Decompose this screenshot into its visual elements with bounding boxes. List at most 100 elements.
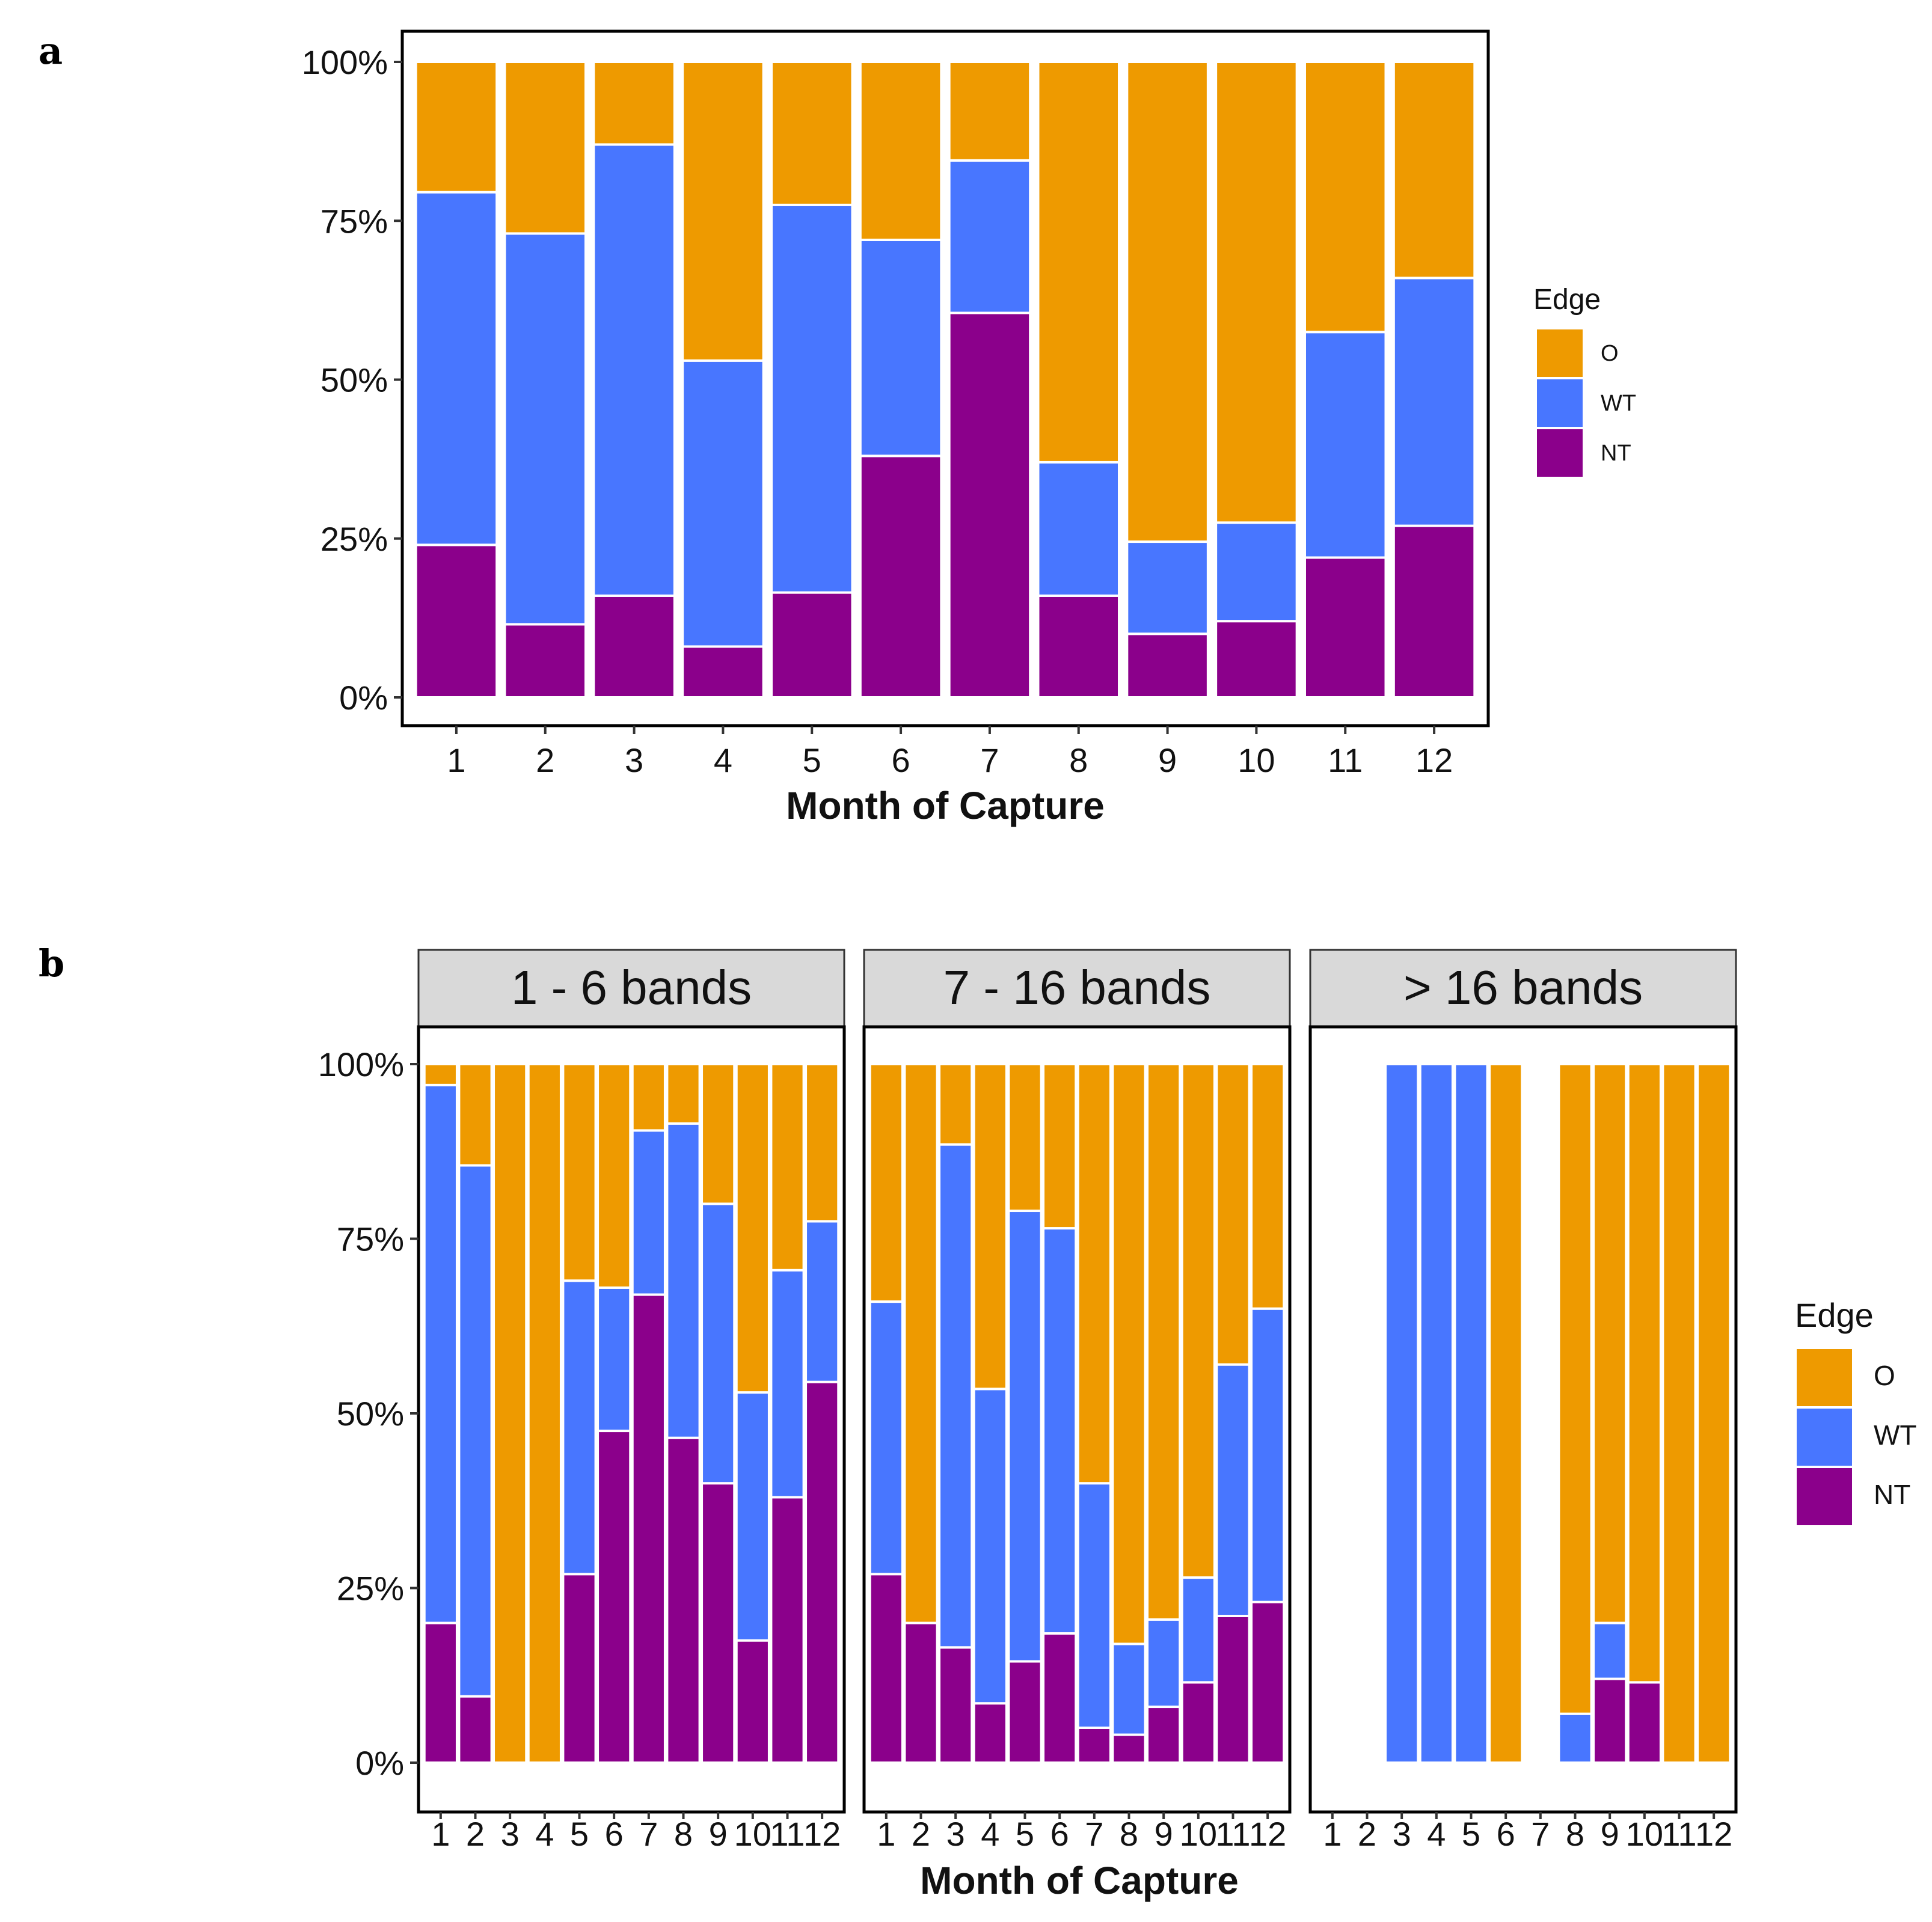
bar-b-facet-2-month-10-nt xyxy=(1180,1681,1216,1764)
bar-b-facet-2-month-3-nt xyxy=(938,1646,974,1764)
x-tick-label-a-7: 7 xyxy=(980,741,999,779)
bar-a-month-1-wt xyxy=(414,191,498,546)
y-tick-label-b-75: 75% xyxy=(337,1220,404,1258)
legend-swatch-a-wt xyxy=(1537,379,1583,427)
x-tick-label-b-facet-3-8: 8 xyxy=(1566,1815,1584,1853)
bar-b-facet-2-month-7-wt xyxy=(1076,1482,1112,1729)
bar-a-month-9-o xyxy=(1126,61,1209,543)
x-tick-label-b-facet-1-8: 8 xyxy=(674,1815,693,1853)
bar-b-facet-1-month-5-o xyxy=(562,1063,597,1282)
facet-strip-1 xyxy=(417,949,845,1028)
bar-a-month-3-o xyxy=(592,61,676,146)
bar-b-facet-2-month-9-wt xyxy=(1146,1618,1182,1709)
x-tick-label-b-facet-1-11: 11 xyxy=(770,1815,805,1853)
bar-b-facet-1-month-11-nt xyxy=(770,1496,805,1764)
bars-b-facet-3 xyxy=(1384,1063,1732,1764)
bar-b-facet-2-month-5-o xyxy=(1007,1063,1043,1213)
bar-b-facet-2-month-8-nt xyxy=(1111,1733,1147,1764)
bar-b-facet-3-month-9-nt xyxy=(1592,1677,1628,1764)
x-tick-label-b-facet-3-11: 11 xyxy=(1661,1815,1696,1853)
y-tick-label-b-50: 50% xyxy=(337,1395,404,1433)
bar-b-facet-3-month-8-o xyxy=(1557,1063,1593,1715)
bar-a-month-2-wt xyxy=(503,232,587,626)
bar-b-facet-1-month-4-o xyxy=(527,1063,562,1764)
bar-a-month-8-nt xyxy=(1037,594,1121,699)
bar-b-facet-3-month-9-wt xyxy=(1592,1621,1628,1680)
bar-b-facet-1-month-8-nt xyxy=(666,1436,701,1764)
legend-label-b-o: O xyxy=(1874,1360,1895,1391)
bar-a-month-1-nt xyxy=(414,543,498,699)
bar-a-month-11-wt xyxy=(1303,331,1387,559)
x-tick-label-b-facet-2-4: 4 xyxy=(981,1815,999,1853)
x-tick-label-a-5: 5 xyxy=(803,741,821,779)
bar-b-facet-2-month-6-o xyxy=(1042,1063,1078,1230)
x-tick-label-b-facet-2-3: 3 xyxy=(946,1815,965,1853)
bar-a-month-10-o xyxy=(1215,61,1298,524)
x-tick-label-b-facet-2-7: 7 xyxy=(1085,1815,1103,1853)
bar-a-month-9-wt xyxy=(1126,540,1209,635)
bar-b-facet-2-month-4-wt xyxy=(972,1388,1008,1705)
legend-swatch-b-o xyxy=(1797,1349,1852,1406)
bar-b-facet-2-month-3-o xyxy=(938,1063,974,1146)
bar-a-month-6-wt xyxy=(859,238,943,458)
bar-b-facet-2-month-10-o xyxy=(1180,1063,1216,1579)
panel-letter-b: b xyxy=(38,941,64,985)
bar-b-facet-2-month-6-wt xyxy=(1042,1227,1078,1635)
x-tick-label-b-facet-1-10: 10 xyxy=(734,1815,771,1853)
bar-a-month-11-nt xyxy=(1303,556,1387,699)
bar-b-facet-2-month-2-o xyxy=(903,1063,939,1624)
bar-a-month-4-o xyxy=(681,61,765,362)
x-tick-label-b-facet-2-11: 11 xyxy=(1215,1815,1250,1853)
x-tick-label-b-facet-2-8: 8 xyxy=(1120,1815,1138,1853)
x-tick-label-b-facet-1-12: 12 xyxy=(803,1815,841,1853)
bar-b-facet-1-month-11-wt xyxy=(770,1269,805,1499)
x-tick-label-a-3: 3 xyxy=(625,741,643,779)
bar-a-month-3-nt xyxy=(592,594,676,699)
bar-a-month-2-o xyxy=(503,61,587,235)
bar-a-month-10-wt xyxy=(1215,521,1298,623)
y-tick-label-b-0: 0% xyxy=(355,1744,404,1782)
bar-b-facet-1-month-11-o xyxy=(770,1063,805,1272)
x-axis-a: 1 2 3 4 5 6 7 8 9 10 11 12 xyxy=(447,726,1453,779)
legend-swatch-a-o xyxy=(1537,329,1583,377)
x-tick-label-b-facet-2-6: 6 xyxy=(1050,1815,1069,1853)
legend-swatch-a-nt xyxy=(1537,429,1583,477)
x-tick-label-a-2: 2 xyxy=(536,741,554,779)
facet-strip-3 xyxy=(1309,949,1737,1028)
x-tick-label-b-facet-1-9: 9 xyxy=(709,1815,728,1853)
x-axis-title-b: Month of Capture xyxy=(920,1859,1239,1902)
bar-b-facet-1-month-10-wt xyxy=(735,1391,770,1642)
bar-b-facet-3-month-11-o xyxy=(1661,1063,1697,1764)
x-tick-label-a-4: 4 xyxy=(714,741,732,779)
bar-b-facet-1-month-5-wt xyxy=(562,1279,597,1576)
bar-a-month-4-nt xyxy=(681,645,765,699)
bar-b-facet-3-month-5-wt xyxy=(1453,1063,1489,1764)
bar-b-facet-2-month-1-o xyxy=(868,1063,904,1303)
bar-a-month-7-o xyxy=(948,61,1032,162)
y-tick-label-a-25: 25% xyxy=(320,520,388,558)
x-tick-label-a-6: 6 xyxy=(892,741,910,779)
bar-b-facet-2-month-10-wt xyxy=(1180,1576,1216,1684)
legend-label-a-o: O xyxy=(1601,341,1619,366)
bar-b-facet-2-month-1-wt xyxy=(868,1300,904,1576)
x-tick-label-b-facet-3-7: 7 xyxy=(1531,1815,1550,1853)
bars-b-facet-1 xyxy=(423,1063,840,1764)
bar-a-month-4-wt xyxy=(681,359,765,648)
x-tick-label-b-facet-2-1: 1 xyxy=(877,1815,895,1853)
facet-title-3: > 16 bands xyxy=(1403,961,1643,1014)
bar-b-facet-1-month-6-o xyxy=(596,1063,632,1289)
bar-a-month-6-nt xyxy=(859,454,943,699)
facet-strip-2 xyxy=(863,949,1291,1028)
bar-b-facet-2-month-11-o xyxy=(1215,1063,1251,1366)
bar-a-month-12-nt xyxy=(1392,524,1476,699)
bar-b-facet-1-month-9-wt xyxy=(701,1202,736,1485)
bar-b-facet-2-month-12-wt xyxy=(1250,1307,1286,1603)
bar-a-month-9-nt xyxy=(1126,632,1209,699)
